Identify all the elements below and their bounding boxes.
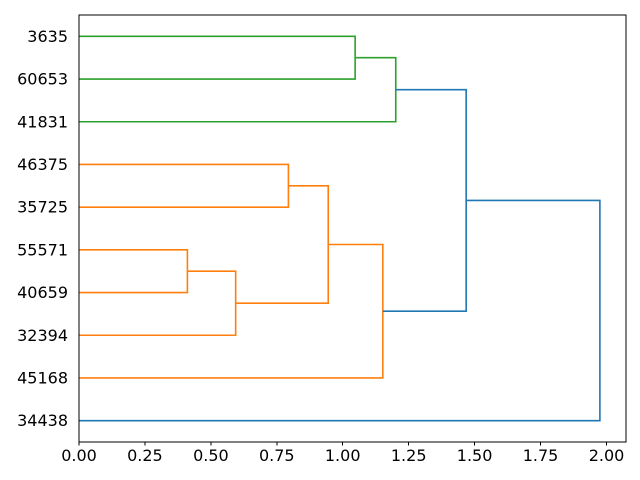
leaf-label-40659: 40659	[17, 283, 68, 302]
x-tick-label-0.75: 0.75	[259, 446, 295, 465]
dendrogram-link-m9	[79, 199, 601, 422]
dendrogram-link-m4	[235, 185, 330, 305]
leaf-label-3635: 3635	[27, 27, 68, 46]
dendrogram-link-m3	[79, 163, 290, 208]
leaf-label-32394: 32394	[17, 326, 68, 345]
x-tick-label-1.25: 1.25	[391, 446, 427, 465]
leaf-label-34438: 34438	[17, 411, 68, 430]
leaf-label-41831: 41831	[17, 112, 68, 131]
dendrogram-link-m1	[79, 249, 189, 294]
leaf-label-45168: 45168	[17, 368, 68, 387]
dendrogram-link-m5	[79, 35, 356, 80]
x-tick-label-1.50: 1.50	[457, 446, 493, 465]
dendrogram-link-m2	[79, 270, 237, 337]
dendrogram-link-m8	[382, 88, 467, 313]
x-tick-label-0.00: 0.00	[61, 446, 97, 465]
leaf-label-46375: 46375	[17, 155, 68, 174]
leaf-label-55571: 55571	[17, 240, 68, 259]
leaf-label-60653: 60653	[17, 70, 68, 89]
x-tick-label-1.75: 1.75	[523, 446, 559, 465]
x-tick-label-2.00: 2.00	[589, 446, 625, 465]
x-tick-label-1.00: 1.00	[325, 446, 361, 465]
dendrogram-link-m7	[79, 56, 397, 123]
x-tick-label-0.50: 0.50	[193, 446, 229, 465]
x-tick-label-0.25: 0.25	[127, 446, 163, 465]
leaf-label-35725: 35725	[17, 198, 68, 217]
axes-frame	[78, 14, 627, 443]
dendrogram-link-m6	[79, 243, 384, 379]
